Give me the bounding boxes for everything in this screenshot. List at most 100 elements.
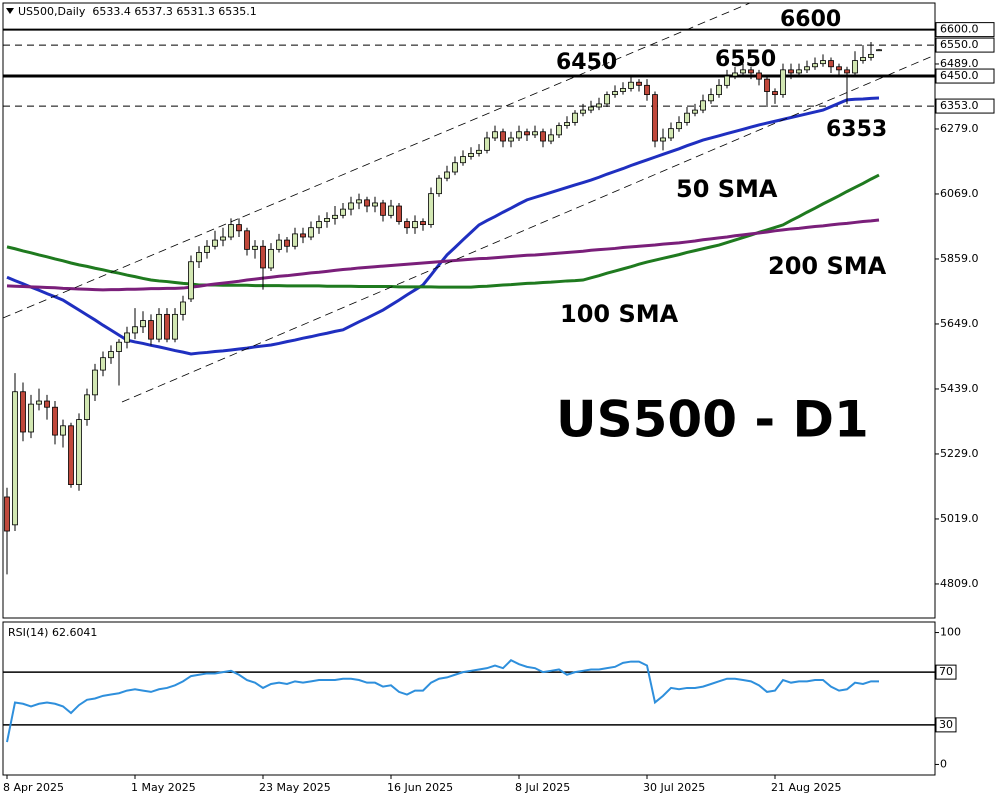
- candle-body: [12, 391, 18, 526]
- candle-body: [804, 66, 810, 71]
- candle-body: [228, 224, 234, 238]
- chart-annotation: US500 - D1: [556, 391, 869, 449]
- candle-body: [452, 162, 458, 173]
- y-tick-label: 5439.0: [940, 382, 979, 395]
- channel-upper: [2, 2, 751, 319]
- candle-body: [260, 245, 266, 269]
- x-tick-label: 1 May 2025: [131, 781, 196, 794]
- y-tick-label: 5229.0: [940, 447, 979, 460]
- candle-body: [308, 227, 314, 238]
- candle-body: [276, 239, 282, 250]
- candle-body: [164, 313, 170, 340]
- x-tick-label: 16 Jun 2025: [387, 781, 453, 794]
- rsi-panel: [2, 621, 936, 776]
- level-label-box: [935, 98, 995, 114]
- candle-body: [796, 69, 802, 74]
- y-tick-label: 4809.0: [940, 577, 979, 590]
- candle-body: [468, 153, 474, 157]
- rsi-level-label: 70: [939, 665, 953, 678]
- candle-body: [60, 425, 66, 436]
- candle-body: [172, 313, 178, 340]
- candle-body: [76, 419, 82, 486]
- candle-body: [252, 245, 258, 250]
- level-annotation: 6353: [826, 117, 887, 142]
- candle-body: [364, 199, 370, 207]
- sma-line: [6, 173, 880, 289]
- candle-body: [852, 60, 858, 74]
- candle-body: [516, 131, 522, 139]
- candle-body: [660, 137, 666, 142]
- candle-body: [4, 496, 10, 532]
- candle-body: [596, 103, 602, 108]
- candle-body: [284, 239, 290, 247]
- candle-body: [380, 202, 386, 216]
- candle-body: [332, 214, 338, 219]
- candle-body: [708, 94, 714, 102]
- candle-body: [868, 53, 874, 58]
- x-tick-label: 23 May 2025: [259, 781, 331, 794]
- candle-body: [748, 69, 754, 74]
- price-panel: [2, 2, 936, 619]
- candle-body: [580, 109, 586, 114]
- candle-body: [644, 84, 650, 96]
- y-tick-label: 5019.0: [940, 512, 979, 525]
- candle-body: [532, 131, 538, 136]
- candle-body: [500, 131, 506, 142]
- level-label-box: [935, 68, 995, 84]
- candle-body: [860, 57, 866, 61]
- candle-body: [740, 69, 746, 74]
- x-tick-label: 8 Jul 2025: [515, 781, 570, 794]
- candle-body: [788, 69, 794, 74]
- candle-body: [92, 369, 98, 396]
- candle-body: [28, 403, 34, 433]
- candle-body: [836, 66, 842, 71]
- candle-body: [212, 239, 218, 247]
- level-label-box: [935, 22, 995, 38]
- x-tick-label: 21 Aug 2025: [771, 781, 841, 794]
- candle-body: [340, 208, 346, 216]
- y-tick-label: 5859.0: [940, 252, 979, 265]
- candle-body: [676, 122, 682, 130]
- level-label: 6450.0: [940, 69, 979, 82]
- candle-body: [732, 72, 738, 77]
- candle-body: [460, 156, 466, 164]
- candle-body: [476, 149, 482, 154]
- header-arrow: [6, 8, 14, 14]
- rsi-level-box: [935, 664, 957, 680]
- chart-header: US500,Daily 6533.4 6537.3 6531.3 6535.1: [18, 5, 257, 18]
- candle-body: [196, 252, 202, 263]
- sma-line: [6, 96, 880, 356]
- rsi-tick-label: 100: [940, 626, 961, 639]
- candle-body: [772, 91, 778, 96]
- y-tick-label: 6069.0: [940, 187, 979, 200]
- candle-body: [700, 100, 706, 111]
- candle-body: [636, 81, 642, 86]
- candle-body: [620, 88, 626, 92]
- candle-body: [244, 230, 250, 250]
- candle-body: [300, 233, 306, 238]
- level-annotation: 6450: [556, 50, 617, 75]
- level-label: 6600.0: [940, 23, 979, 36]
- candle-body: [668, 128, 674, 139]
- candle-body: [716, 84, 722, 96]
- candle-body: [356, 199, 362, 204]
- candle-body: [820, 60, 826, 65]
- sma-label: 50 SMA: [676, 175, 778, 203]
- candle-body: [572, 112, 578, 123]
- candle-body: [756, 72, 762, 80]
- candle-body: [764, 78, 770, 92]
- candle-body: [116, 341, 122, 352]
- candle-body: [140, 320, 146, 328]
- candle-body: [180, 301, 186, 315]
- rsi-level-box: [935, 717, 957, 733]
- candle-body: [268, 248, 274, 269]
- candle-body: [492, 131, 498, 139]
- level-annotation: 6600: [780, 7, 841, 32]
- candle-body: [420, 221, 426, 226]
- candle-body: [692, 109, 698, 114]
- candle-body: [724, 75, 730, 86]
- channel-lower: [121, 54, 936, 403]
- x-tick-label: 8 Apr 2025: [3, 781, 64, 794]
